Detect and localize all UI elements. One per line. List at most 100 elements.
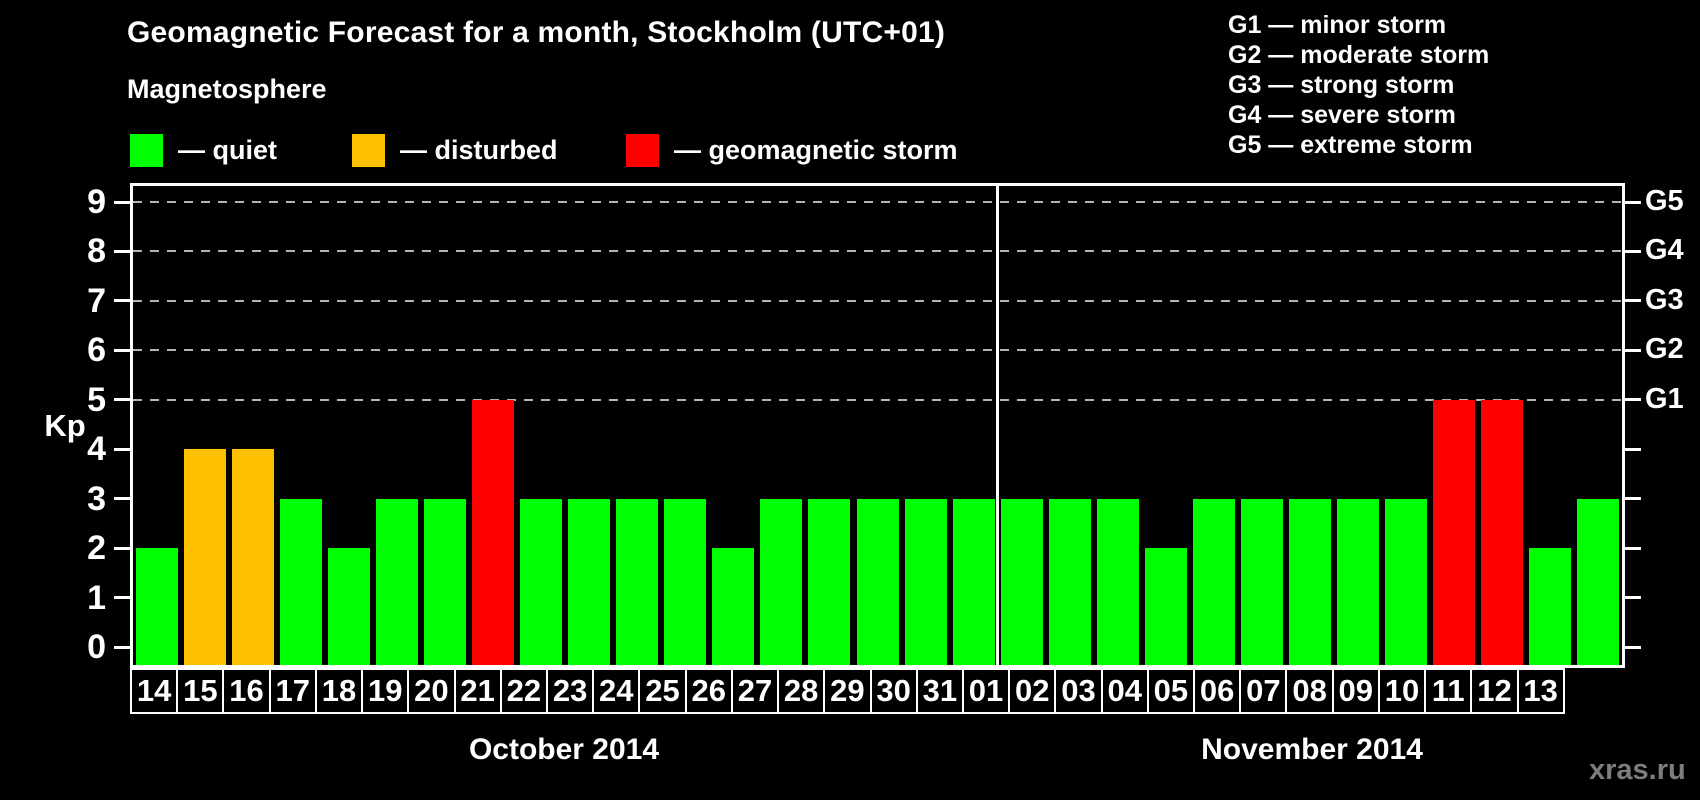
day-label-19: 19 <box>361 668 410 714</box>
kp-bar-day-22 <box>520 498 563 665</box>
g-scale-legend: G1 — minor storm G2 — moderate storm G3 … <box>1228 10 1489 160</box>
day-label-01: 01 <box>961 668 1011 714</box>
month-separator-line <box>996 186 1000 665</box>
right-axis-tick-2 <box>1625 546 1641 550</box>
y-axis-label-7: 7 <box>87 281 106 320</box>
y-axis-label-6: 6 <box>87 331 106 370</box>
legend-item-quiet: — quiet <box>130 133 277 167</box>
kp-bar-day-25 <box>664 498 707 665</box>
watermark: xras.ru <box>1589 754 1686 786</box>
right-axis-tick-0 <box>1625 645 1641 649</box>
right-axis-tick-6 <box>1625 348 1641 352</box>
day-label-16: 16 <box>222 668 271 714</box>
day-label-23: 23 <box>545 668 595 714</box>
day-label-03: 03 <box>1054 668 1103 714</box>
day-label-18: 18 <box>314 668 364 714</box>
g2-legend-line: G2 — moderate storm <box>1228 41 1490 69</box>
month-label-october: October 2014 <box>468 733 660 766</box>
kp-bar-day-23 <box>568 498 611 665</box>
gridline-kp-5 <box>133 398 1622 401</box>
g3-legend-line: G3 — strong storm <box>1228 71 1455 99</box>
right-axis-tick-5 <box>1625 398 1641 402</box>
kp-bar-day-03 <box>1096 498 1139 665</box>
kp-bar-day-13 <box>1576 498 1619 665</box>
left-axis-tick-0 <box>114 645 130 649</box>
month-label-november: November 2014 <box>1201 733 1423 766</box>
left-axis-tick-8 <box>114 249 130 253</box>
day-label-11: 11 <box>1424 668 1473 714</box>
legend-item-storm: — geomagnetic storm <box>626 133 958 167</box>
kp-bar-day-28 <box>808 498 851 665</box>
g1-legend-line: G1 — minor storm <box>1228 11 1447 39</box>
y-axis-label-1: 1 <box>87 578 106 617</box>
kp-bar-day-30 <box>904 498 947 665</box>
kp-bar-day-01 <box>1000 498 1043 665</box>
left-axis-tick-5 <box>114 398 130 402</box>
day-label-26: 26 <box>684 668 733 714</box>
kp-bar-day-21 <box>472 399 515 665</box>
right-axis-tick-1 <box>1625 596 1641 600</box>
right-axis-label-g2: G2 <box>1645 333 1684 366</box>
day-label-05: 05 <box>1146 668 1196 714</box>
g5-legend-line: G5 — extreme storm <box>1228 131 1473 159</box>
gridline-kp-8 <box>133 250 1622 253</box>
day-label-24: 24 <box>592 668 641 714</box>
kp-bar-day-14 <box>136 548 179 665</box>
kp-bar-day-10 <box>1432 399 1475 665</box>
day-label-25: 25 <box>638 668 687 714</box>
day-label-30: 30 <box>869 668 918 714</box>
right-axis-label-g1: G1 <box>1645 382 1684 415</box>
left-axis-tick-7 <box>114 299 130 303</box>
kp-bar-day-29 <box>856 498 899 665</box>
day-label-31: 31 <box>915 668 964 714</box>
kp-bar-day-26 <box>712 548 755 665</box>
y-axis-label-5: 5 <box>87 380 106 419</box>
day-label-06: 06 <box>1193 668 1242 714</box>
legend-label-storm: — geomagnetic storm <box>674 134 958 165</box>
y-axis-label-4: 4 <box>87 430 106 469</box>
day-label-04: 04 <box>1100 668 1149 714</box>
gridline-kp-9 <box>133 201 1622 203</box>
plot-area <box>130 183 1625 668</box>
left-axis-tick-9 <box>114 200 130 204</box>
day-label-14: 14 <box>130 668 179 714</box>
y-axis-label-0: 0 <box>87 628 106 666</box>
gridline-kp-7 <box>133 299 1622 302</box>
day-label-29: 29 <box>823 668 872 714</box>
y-axis-title: Kp <box>44 408 86 443</box>
right-axis-label-g4: G4 <box>1645 234 1684 267</box>
day-label-27: 27 <box>730 668 780 714</box>
day-label-17: 17 <box>268 668 317 714</box>
legend-label-quiet: — quiet <box>178 134 277 165</box>
kp-bar-day-09 <box>1384 498 1427 665</box>
kp-bar-day-17 <box>280 498 323 665</box>
g4-legend-line: G4 — severe storm <box>1228 101 1456 129</box>
day-label-21: 21 <box>453 668 502 714</box>
day-label-07: 07 <box>1239 668 1288 714</box>
kp-bar-day-18 <box>328 548 371 665</box>
kp-bar-day-15 <box>184 449 227 665</box>
kp-bar-day-31 <box>952 498 995 665</box>
chart-subtitle: Magnetosphere <box>127 74 327 104</box>
day-label-28: 28 <box>777 668 826 714</box>
y-axis-label-9: 9 <box>87 183 106 221</box>
day-label-15: 15 <box>176 668 225 714</box>
day-label-09: 09 <box>1331 668 1380 714</box>
left-axis-tick-4 <box>114 447 130 451</box>
quiet-color-swatch <box>130 133 163 167</box>
left-axis-tick-1 <box>114 596 130 600</box>
legend-label-disturbed: — disturbed <box>400 134 558 165</box>
kp-bar-day-04 <box>1144 548 1187 665</box>
kp-bar-day-07 <box>1288 498 1331 665</box>
right-axis-label-g3: G3 <box>1645 283 1684 316</box>
gridline-kp-6 <box>133 349 1622 352</box>
day-label-08: 08 <box>1285 668 1334 714</box>
kp-bar-day-27 <box>760 498 803 665</box>
day-label-02: 02 <box>1008 668 1057 714</box>
kp-bar-day-05 <box>1192 498 1235 665</box>
y-axis-label-3: 3 <box>87 479 106 518</box>
right-axis-tick-8 <box>1625 249 1641 253</box>
day-label-12: 12 <box>1470 668 1519 714</box>
day-label-row: 14 15 16 17 18 19 20 21 22 23 24 25 26 27 28 29 30 31 01 02… <box>130 668 1625 714</box>
